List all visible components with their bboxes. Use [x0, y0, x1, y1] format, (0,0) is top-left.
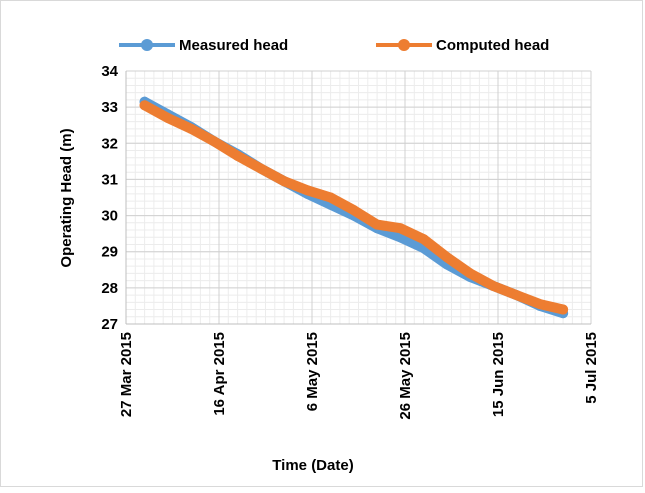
y-tick-label: 34 — [101, 63, 118, 80]
data-point — [372, 219, 383, 230]
x-tick-label: 6 May 2015 — [304, 332, 321, 411]
data-point — [395, 223, 406, 234]
data-point — [511, 290, 522, 301]
legend-label-1: Measured head — [179, 37, 288, 54]
y-tick-label: 31 — [101, 171, 118, 188]
legend-marker-2 — [398, 39, 410, 51]
y-tick-label: 29 — [101, 244, 118, 261]
grid — [125, 70, 592, 325]
data-point — [162, 112, 173, 123]
y-axis-title: Operating Head (m) — [58, 128, 75, 267]
x-tick-label: 16 Apr 2015 — [211, 332, 228, 416]
data-point — [418, 234, 429, 245]
data-point — [441, 252, 452, 263]
y-tick-label: 30 — [101, 208, 118, 225]
legend: Measured head Computed head — [119, 37, 549, 54]
data-point — [209, 136, 220, 147]
x-tick-label: 5 Jul 2015 — [583, 332, 600, 404]
x-tick-label: 27 Mar 2015 — [118, 332, 135, 417]
data-point — [558, 304, 569, 315]
x-tick-label: 26 May 2015 — [397, 332, 414, 420]
legend-marker-1 — [141, 39, 153, 51]
data-point — [302, 185, 313, 196]
series-layer — [139, 96, 569, 319]
data-point — [279, 176, 290, 187]
y-tick-label: 32 — [101, 135, 118, 152]
data-point — [534, 299, 545, 310]
data-point — [186, 123, 197, 134]
data-point — [232, 150, 243, 161]
y-tick-label: 33 — [101, 99, 118, 116]
y-tick-label: 27 — [101, 316, 118, 333]
y-tick-label: 28 — [101, 280, 118, 297]
data-point — [255, 163, 266, 174]
legend-label-2: Computed head — [436, 37, 549, 54]
axes: 27 28 29 30 31 32 33 34 27 Mar 2015 16 Apr 2015 6 … — [101, 63, 600, 420]
data-point — [488, 281, 499, 292]
data-point — [139, 100, 150, 111]
data-point — [465, 268, 476, 279]
x-tick-label: 15 Jun 2015 — [490, 332, 507, 417]
data-point — [348, 205, 359, 216]
data-point — [325, 192, 336, 203]
x-axis-title: Time (Date) — [272, 457, 353, 474]
